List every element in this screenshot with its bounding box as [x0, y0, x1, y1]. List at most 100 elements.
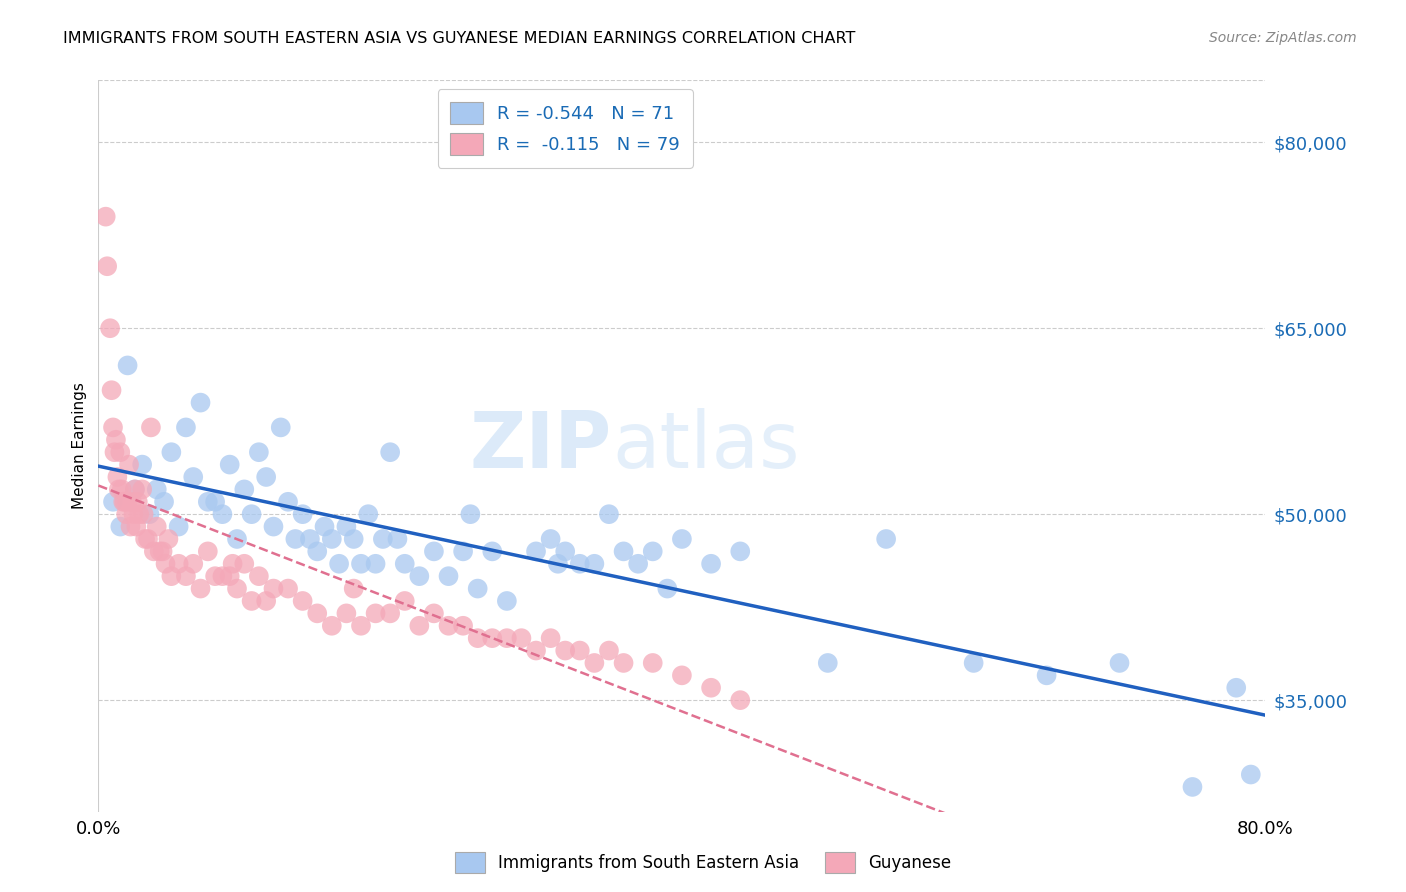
Point [371, 532, 394, 546]
Point [181, 557, 204, 571]
Point [128, 507, 150, 521]
Point [307, 544, 329, 558]
Point [298, 532, 321, 546]
Point [423, 607, 446, 621]
Point [155, 557, 177, 571]
Point [211, 507, 233, 521]
Point [226, 582, 249, 596]
Text: ZIP: ZIP [470, 408, 612, 484]
Point [204, 495, 226, 509]
Point [117, 495, 139, 509]
Point [108, 483, 131, 497]
Point [700, 557, 723, 571]
Point [139, 420, 162, 434]
Point [343, 582, 366, 596]
Point [321, 619, 343, 633]
Point [437, 619, 460, 633]
Point [226, 532, 249, 546]
Point [240, 507, 263, 521]
Point [394, 594, 416, 608]
Point [451, 544, 474, 558]
Point [350, 557, 373, 571]
Point [94, 210, 117, 224]
Point [240, 594, 263, 608]
Point [627, 557, 650, 571]
Point [598, 643, 620, 657]
Point [321, 532, 343, 546]
Point [437, 569, 460, 583]
Point [291, 594, 314, 608]
Point [641, 544, 664, 558]
Point [167, 519, 190, 533]
Point [583, 656, 606, 670]
Point [105, 470, 128, 484]
Point [284, 532, 307, 546]
Point [343, 532, 366, 546]
Point [598, 507, 620, 521]
Point [152, 544, 174, 558]
Point [157, 532, 180, 546]
Point [221, 557, 243, 571]
Point [100, 383, 122, 397]
Point [408, 619, 430, 633]
Point [131, 483, 153, 497]
Point [423, 544, 446, 558]
Point [160, 569, 183, 583]
Point [120, 519, 142, 533]
Point [671, 668, 693, 682]
Point [700, 681, 723, 695]
Point [247, 445, 270, 459]
Point [357, 507, 380, 521]
Point [277, 582, 299, 596]
Point [328, 557, 350, 571]
Point [730, 693, 752, 707]
Point [197, 544, 219, 558]
Point [612, 544, 634, 558]
Point [204, 569, 226, 583]
Point [568, 643, 591, 657]
Point [547, 557, 569, 571]
Point [181, 470, 204, 484]
Text: atlas: atlas [612, 408, 800, 484]
Point [1181, 780, 1204, 794]
Point [270, 420, 292, 434]
Point [197, 495, 219, 509]
Point [641, 656, 664, 670]
Point [262, 519, 284, 533]
Point [233, 483, 256, 497]
Point [335, 607, 357, 621]
Point [247, 569, 270, 583]
Point [583, 557, 606, 571]
Point [408, 569, 430, 583]
Point [98, 321, 121, 335]
Point [190, 582, 212, 596]
Point [117, 359, 139, 373]
Point [138, 507, 160, 521]
Y-axis label: Median Earnings: Median Earnings [72, 383, 87, 509]
Point [131, 458, 153, 472]
Point [277, 495, 299, 509]
Point [568, 557, 591, 571]
Point [111, 483, 134, 497]
Text: Source: ZipAtlas.com: Source: ZipAtlas.com [1209, 31, 1357, 45]
Point [174, 569, 197, 583]
Legend: Immigrants from South Eastern Asia, Guyanese: Immigrants from South Eastern Asia, Guya… [449, 846, 957, 880]
Point [101, 495, 124, 509]
Point [1035, 668, 1057, 682]
Point [364, 557, 387, 571]
Point [103, 445, 125, 459]
Point [254, 594, 277, 608]
Point [962, 656, 984, 670]
Point [142, 544, 165, 558]
Point [657, 582, 679, 596]
Point [307, 607, 329, 621]
Point [496, 594, 519, 608]
Point [460, 507, 482, 521]
Point [218, 569, 240, 583]
Point [350, 619, 373, 633]
Point [254, 470, 277, 484]
Point [262, 582, 284, 596]
Point [496, 631, 519, 645]
Point [380, 445, 402, 459]
Point [110, 445, 132, 459]
